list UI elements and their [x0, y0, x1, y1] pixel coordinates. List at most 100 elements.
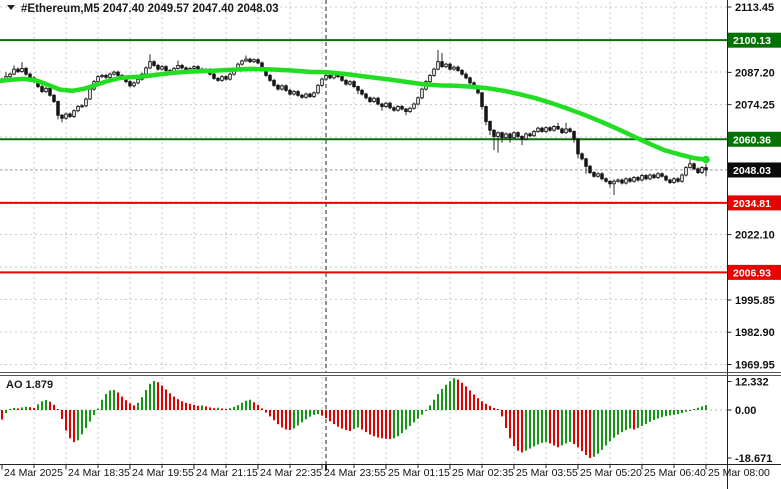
level-price-label	[728, 32, 781, 48]
candle	[256, 59, 260, 64]
candle	[560, 128, 564, 134]
moving-average-line	[0, 66, 710, 164]
candle	[480, 92, 484, 107]
candle	[628, 178, 632, 182]
candle	[668, 179, 672, 183]
ao-tick-label: 0.00	[735, 405, 756, 417]
candle	[524, 133, 528, 140]
candle	[660, 173, 664, 177]
time-label: 24 Mar 19:55	[132, 467, 194, 479]
candle	[252, 59, 256, 63]
candle	[428, 74, 432, 83]
price-tick-label: 2087.20	[735, 67, 775, 79]
ao-tick-label: 12.332	[735, 377, 769, 389]
candle	[216, 77, 220, 81]
candle	[80, 105, 84, 108]
time-label: 24 Mar 2025	[4, 467, 63, 479]
candle	[488, 121, 492, 131]
candle	[696, 168, 700, 173]
candle	[540, 127, 544, 132]
candle	[24, 67, 28, 75]
candle	[392, 107, 396, 111]
candle	[348, 81, 352, 85]
candle	[636, 177, 640, 181]
candle	[376, 97, 380, 105]
candle	[408, 107, 412, 112]
candle	[44, 87, 48, 93]
candle	[556, 126, 560, 130]
candle	[244, 58, 248, 62]
candle	[596, 173, 600, 177]
candle	[588, 165, 592, 173]
symbol-dropdown-icon[interactable]	[7, 5, 15, 10]
candle	[652, 174, 656, 178]
candle	[420, 88, 424, 99]
candle	[96, 76, 100, 83]
candle	[648, 174, 652, 180]
candle	[496, 132, 500, 137]
candle	[484, 106, 488, 122]
candle	[364, 93, 368, 99]
candle	[292, 91, 296, 95]
time-label: 25 Mar 03:55	[516, 467, 578, 479]
moving-average-end-dot	[702, 155, 710, 164]
candle	[88, 88, 92, 100]
candle	[12, 68, 16, 75]
candle	[672, 178, 676, 183]
candle	[572, 130, 576, 140]
candle	[624, 178, 628, 184]
candle	[300, 94, 304, 98]
candle	[640, 175, 644, 181]
candle	[144, 67, 148, 75]
candle	[40, 86, 44, 93]
current-price-label	[728, 162, 781, 178]
candle	[568, 128, 572, 132]
candle	[664, 175, 668, 181]
time-scale[interactable]: 24 Mar 2025 24 Mar 18:35 24 Mar 19:55 24 Ma…	[1, 464, 770, 480]
candle	[412, 103, 416, 109]
candle	[48, 87, 52, 96]
candle	[248, 58, 252, 63]
price-scale[interactable]: 2113.45 2087.20 2074.25 2022.10 1995.85 1982.…	[727, 2, 781, 465]
level-price-label-text: 2048.03	[733, 165, 771, 177]
candle	[344, 79, 348, 85]
candle	[512, 132, 516, 139]
candle	[108, 73, 112, 78]
candle	[356, 86, 360, 91]
candle	[228, 73, 232, 80]
time-label: 25 Mar 06:40	[644, 467, 706, 479]
candle	[380, 103, 384, 107]
candle	[388, 102, 392, 109]
price-tick-label: 2113.45	[735, 2, 774, 14]
candle	[308, 93, 312, 98]
price-tick-label: 2074.25	[735, 100, 775, 112]
price-tick-label: 1982.90	[735, 327, 775, 339]
level-lines	[0, 39, 727, 274]
level-price-label-text: 2100.13	[733, 35, 771, 47]
candle	[324, 74, 328, 80]
candle	[452, 66, 456, 70]
candle	[116, 71, 120, 76]
candle	[100, 74, 104, 78]
candle	[52, 94, 56, 102]
candle	[460, 69, 464, 75]
candle	[612, 180, 616, 185]
candle	[464, 73, 468, 79]
candle	[72, 110, 76, 117]
candle	[600, 173, 604, 180]
time-label: 24 Mar 21:15	[196, 467, 258, 479]
candle	[176, 64, 180, 69]
candle	[368, 97, 372, 102]
ao-indicator-label: AO 1.879	[6, 379, 53, 391]
chart-title: #Ethereum,M5 2047.40 2049.57 2047.40 204…	[21, 3, 279, 15]
candle	[592, 172, 596, 177]
candle	[60, 114, 64, 119]
candle	[692, 163, 696, 170]
candle	[528, 133, 532, 137]
candle	[688, 163, 692, 169]
candle	[316, 84, 320, 94]
time-label: 25 Mar 02:35	[452, 467, 514, 479]
candle	[280, 85, 284, 90]
candle	[432, 68, 436, 76]
